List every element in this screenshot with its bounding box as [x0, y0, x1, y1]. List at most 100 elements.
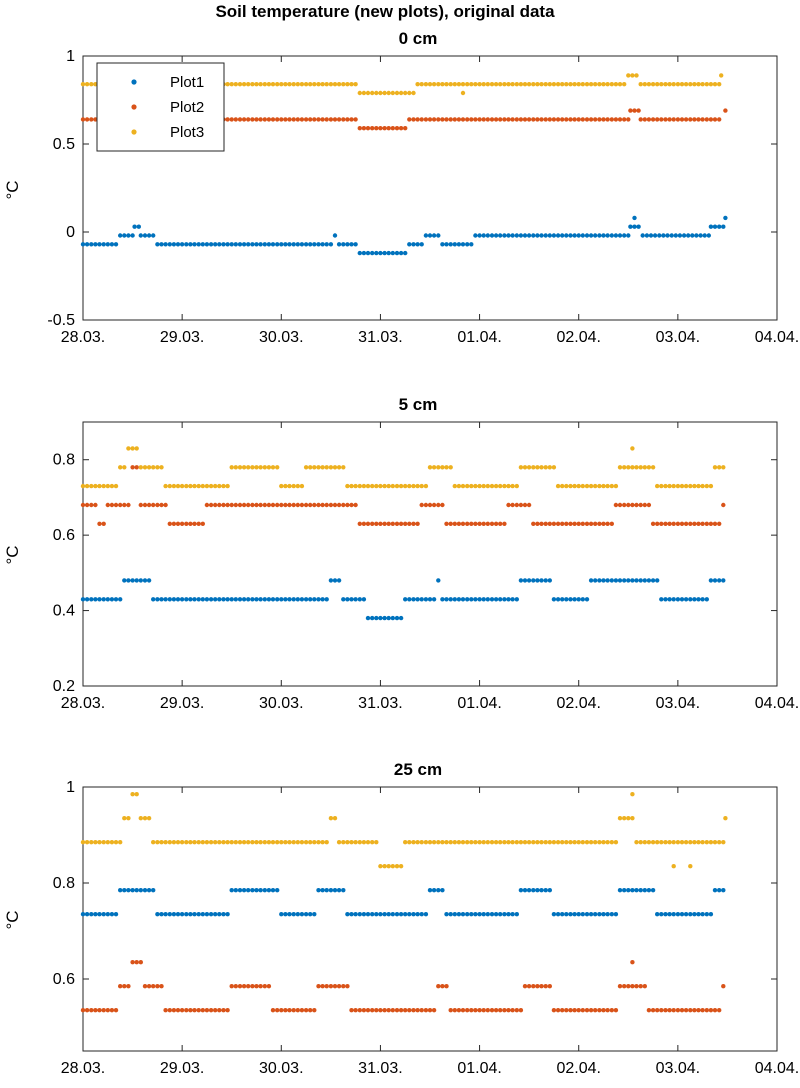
data-point [696, 840, 701, 845]
data-point [526, 984, 532, 989]
data-point [295, 242, 300, 247]
data-point [498, 597, 503, 602]
data-point [84, 502, 90, 508]
data-point [696, 521, 701, 526]
data-point [349, 117, 354, 122]
data-point [258, 984, 263, 989]
data-point [469, 242, 474, 247]
data-point [723, 816, 728, 821]
data-point [617, 888, 623, 893]
data-point [213, 597, 218, 602]
data-point [299, 483, 305, 489]
data-point [237, 597, 243, 602]
data-point [510, 840, 515, 845]
data-point [312, 117, 317, 122]
data-point [134, 792, 139, 797]
data-point [118, 597, 123, 602]
data-point [308, 840, 313, 845]
data-point [316, 117, 321, 122]
data-point [341, 502, 346, 508]
data-point [374, 521, 379, 526]
data-point [324, 888, 329, 893]
data-point [448, 1008, 453, 1013]
data-point [303, 1008, 309, 1013]
data-point [80, 242, 86, 247]
y-tick-label: 0 [66, 224, 75, 241]
data-point [411, 242, 416, 247]
data-point [613, 117, 619, 122]
data-point [531, 465, 536, 470]
data-point [382, 1008, 387, 1013]
data-point [332, 888, 338, 893]
data-point [688, 1008, 693, 1013]
data-point [576, 1008, 581, 1013]
legend: Plot1 Plot2 Plot3 [96, 62, 225, 152]
data-point [398, 521, 404, 526]
data-point [683, 483, 689, 489]
data-point [679, 597, 685, 602]
data-point [634, 984, 639, 989]
data-point [179, 521, 185, 526]
data-point [717, 117, 722, 122]
data-point [167, 840, 172, 845]
data-point [279, 117, 284, 122]
series-plot3 [80, 446, 726, 489]
data-point [650, 1008, 656, 1013]
data-point [118, 840, 123, 845]
data-point [444, 82, 449, 87]
data-point [237, 242, 243, 247]
data-point [712, 1008, 718, 1013]
data-point [704, 597, 709, 602]
data-point [200, 242, 205, 247]
data-point [448, 597, 453, 602]
data-point [336, 578, 342, 583]
data-point [423, 840, 429, 845]
data-point [341, 242, 346, 247]
data-point [683, 912, 689, 917]
data-point [130, 233, 135, 238]
axes-box [82, 421, 778, 687]
data-point [659, 840, 664, 845]
data-point [659, 117, 664, 122]
data-point [696, 912, 701, 917]
data-point [460, 1008, 466, 1013]
data-point [275, 888, 280, 893]
data-point [113, 242, 119, 247]
data-point [679, 82, 685, 87]
data-point [673, 233, 678, 238]
data-point [118, 502, 123, 508]
data-point [419, 242, 424, 247]
data-point [163, 1008, 168, 1013]
data-point [411, 597, 416, 602]
data-point [572, 117, 577, 122]
data-point [336, 502, 342, 508]
data-point [411, 912, 416, 917]
series-plot2 [80, 108, 728, 131]
data-point [258, 465, 263, 470]
data-point [626, 465, 631, 470]
data-point [80, 502, 86, 508]
data-point [336, 465, 342, 470]
data-point [303, 597, 309, 602]
data-point [390, 615, 395, 621]
data-point [531, 233, 536, 238]
data-point [353, 82, 358, 87]
data-point [390, 250, 395, 256]
data-point [382, 521, 387, 526]
data-point [493, 117, 499, 122]
data-point [283, 502, 288, 508]
data-point [622, 502, 627, 508]
x-tick-label: 02.04. [556, 1060, 600, 1077]
data-point [390, 864, 395, 869]
data-point [683, 1008, 689, 1013]
data-point [415, 117, 420, 122]
data-point [132, 224, 137, 229]
data-point [489, 233, 495, 238]
data-point [444, 597, 449, 602]
data-point [452, 521, 457, 526]
data-point [560, 233, 565, 238]
data-point [427, 1008, 433, 1013]
data-point [308, 242, 313, 247]
data-point [390, 912, 395, 917]
data-point [390, 126, 395, 131]
